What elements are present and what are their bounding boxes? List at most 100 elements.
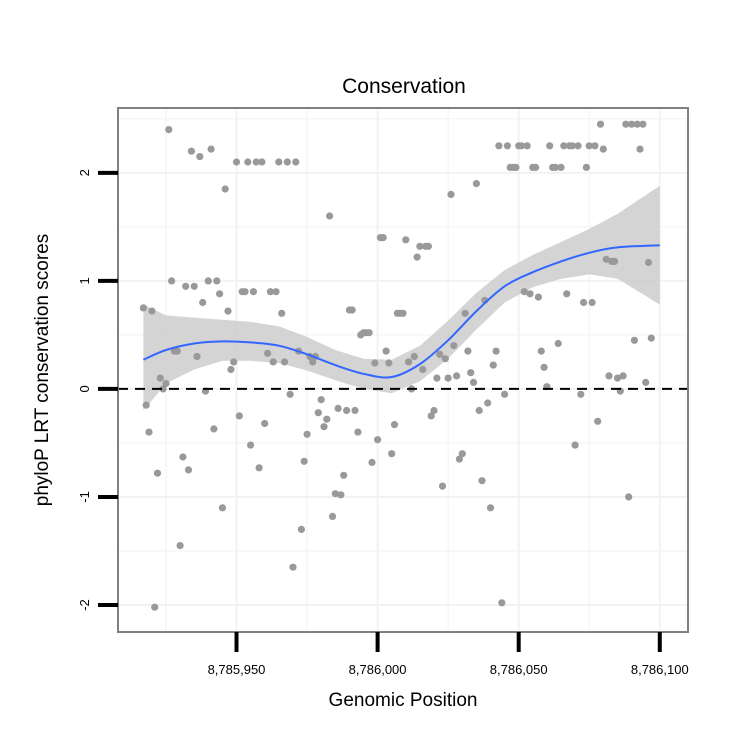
y-tick-label: 2 <box>77 169 92 176</box>
data-point <box>501 390 509 398</box>
data-point <box>159 385 167 393</box>
data-point <box>371 359 379 367</box>
data-point <box>599 145 607 153</box>
data-point <box>379 234 387 242</box>
data-point <box>264 349 272 357</box>
data-point <box>430 406 438 415</box>
data-point <box>280 358 289 366</box>
confidence-ribbon-layer <box>143 185 660 411</box>
data-point <box>255 464 263 472</box>
data-point <box>596 120 605 128</box>
data-point <box>402 236 410 244</box>
data-point <box>557 163 565 171</box>
x-axis: 8,785,950 8,786,000 8,786,050 8,786,100 <box>208 632 689 677</box>
data-point <box>458 450 466 458</box>
data-point <box>605 372 613 380</box>
y-tick-label: -1 <box>77 491 92 503</box>
data-point <box>453 372 461 380</box>
data-point <box>320 423 328 431</box>
data-point <box>168 277 176 285</box>
data-point <box>258 158 266 166</box>
data-point <box>461 309 469 317</box>
data-point <box>230 358 238 366</box>
x-tick-label: 8,786,000 <box>349 662 407 677</box>
data-point <box>534 293 543 301</box>
x-axis-label: Genomic Position <box>329 690 478 711</box>
data-point <box>441 355 449 363</box>
data-point <box>486 504 495 512</box>
data-point <box>326 212 334 220</box>
data-point <box>218 504 226 512</box>
smooth-line-layer <box>142 244 660 379</box>
data-point <box>438 482 447 490</box>
data-point <box>204 277 212 285</box>
data-point <box>244 158 252 166</box>
y-tick-label: -2 <box>77 599 92 611</box>
data-point <box>628 120 636 128</box>
data-point <box>216 290 224 298</box>
data-point <box>348 306 356 314</box>
data-point <box>272 288 280 296</box>
data-point <box>619 372 627 380</box>
data-point <box>644 258 653 267</box>
data-point <box>213 277 221 285</box>
data-point <box>249 288 257 296</box>
data-point <box>187 147 195 155</box>
data-point <box>283 158 291 166</box>
data-point <box>588 298 596 307</box>
data-point <box>142 401 150 409</box>
data-point <box>546 142 554 150</box>
x-tick-label: 8,786,100 <box>631 662 689 677</box>
data-point <box>145 428 153 436</box>
data-point <box>153 469 162 477</box>
data-point <box>179 453 187 461</box>
data-point <box>139 304 147 312</box>
data-point <box>498 599 506 607</box>
smooth-line <box>142 244 660 379</box>
data-point <box>390 421 399 429</box>
y-axis-label: phyloP LRT conservation scores <box>32 234 53 507</box>
data-point <box>317 396 325 404</box>
y-tick-label: 0 <box>77 385 92 392</box>
data-point <box>580 298 588 307</box>
data-point <box>314 409 322 417</box>
data-point <box>286 390 294 398</box>
data-point <box>368 458 376 466</box>
data-point <box>328 512 337 521</box>
data-point <box>323 415 331 423</box>
data-point <box>642 378 650 386</box>
data-point <box>176 542 184 550</box>
data-point <box>551 163 560 171</box>
data-point <box>582 163 591 171</box>
data-point <box>165 126 173 134</box>
data-point <box>275 158 283 166</box>
data-point <box>261 419 269 428</box>
data-point <box>289 563 297 571</box>
data-point <box>405 358 413 366</box>
data-point <box>340 471 348 479</box>
data-point <box>196 153 204 161</box>
data-point <box>503 142 511 150</box>
data-point <box>647 334 655 342</box>
data-point <box>269 358 277 366</box>
data-point <box>297 525 305 534</box>
data-point <box>331 490 339 498</box>
data-point <box>354 428 362 436</box>
data-point <box>560 142 568 150</box>
data-point <box>424 242 432 250</box>
data-point <box>300 457 308 465</box>
data-point <box>419 365 427 374</box>
data-point <box>625 493 633 501</box>
data-point <box>278 309 286 317</box>
data-point <box>444 374 452 382</box>
data-point <box>193 352 201 361</box>
data-point <box>207 145 215 153</box>
data-point <box>602 255 610 263</box>
data-point <box>639 120 647 128</box>
data-point <box>464 347 472 355</box>
data-point <box>382 347 390 355</box>
data-point <box>630 336 639 344</box>
data-point <box>478 477 486 485</box>
data-point <box>594 417 602 425</box>
data-point <box>184 466 193 474</box>
